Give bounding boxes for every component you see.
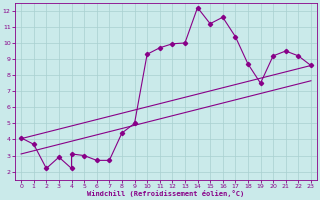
X-axis label: Windchill (Refroidissement éolien,°C): Windchill (Refroidissement éolien,°C): [87, 190, 245, 197]
